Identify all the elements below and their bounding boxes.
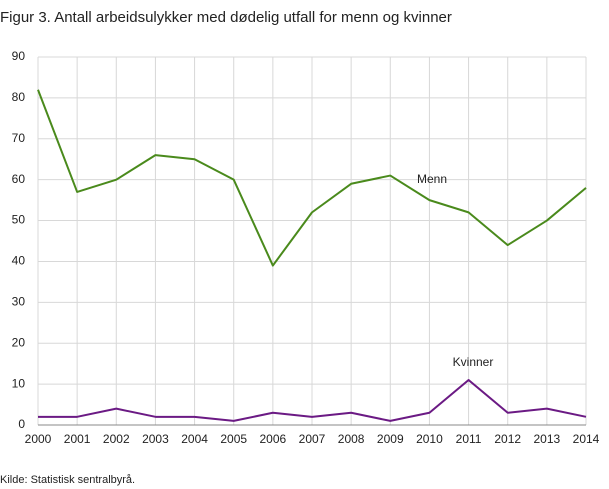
y-tick-label: 60 bbox=[12, 172, 26, 186]
x-tick-label: 2002 bbox=[103, 432, 130, 446]
series-label: Kvinner bbox=[453, 355, 494, 369]
x-tick-label: 2004 bbox=[181, 432, 208, 446]
x-tick-label: 2008 bbox=[338, 432, 365, 446]
y-tick-label: 20 bbox=[12, 335, 26, 349]
chart-title: Figur 3. Antall arbeidsulykker med dødel… bbox=[0, 9, 452, 26]
x-tick-label: 2007 bbox=[299, 432, 326, 446]
series-line bbox=[37, 89, 587, 267]
x-tick-label: 2000 bbox=[25, 432, 52, 446]
x-tick-label: 2011 bbox=[456, 432, 482, 446]
y-tick-label: 90 bbox=[12, 49, 26, 63]
y-tick-label: 10 bbox=[12, 376, 26, 390]
x-tick-label: 2010 bbox=[416, 432, 443, 446]
x-tick-label: 2009 bbox=[377, 432, 404, 446]
x-tick-label: 2014 bbox=[573, 432, 600, 446]
x-tick-label: 2005 bbox=[220, 432, 247, 446]
x-tick-label: 2001 bbox=[64, 432, 91, 446]
series-line bbox=[38, 379, 587, 422]
x-tick-label: 2003 bbox=[142, 432, 169, 446]
x-tick-label: 2012 bbox=[494, 432, 521, 446]
x-tick-label: 2013 bbox=[534, 432, 561, 446]
y-tick-label: 30 bbox=[12, 295, 26, 309]
series-label: Menn bbox=[417, 172, 447, 186]
x-tick-label: 2006 bbox=[260, 432, 287, 446]
y-tick-label: 70 bbox=[12, 131, 26, 145]
source-note: Kilde: Statistisk sentralbyrå. bbox=[0, 474, 135, 486]
y-tick-label: 50 bbox=[12, 213, 26, 227]
y-tick-label: 40 bbox=[12, 254, 26, 268]
y-tick-label: 0 bbox=[18, 417, 25, 431]
y-tick-label: 80 bbox=[12, 90, 26, 104]
